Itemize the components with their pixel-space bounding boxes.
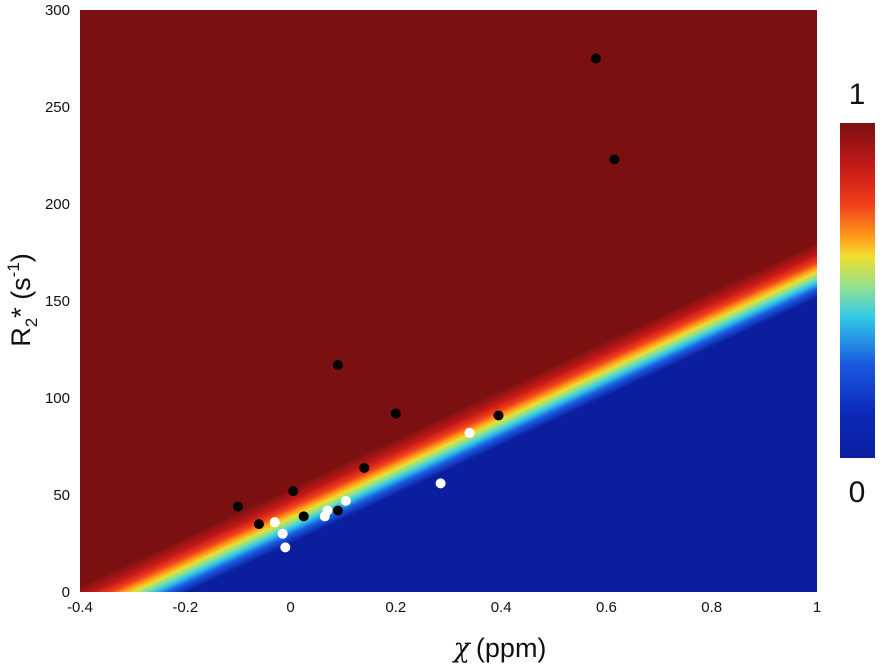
y-tick-label: 100 (45, 390, 70, 407)
y-axis: 0 50 100 150 200 250 300 (45, 2, 70, 601)
white-data-point (464, 427, 475, 438)
white-data-point (340, 495, 351, 506)
y-tick-label: 300 (45, 2, 70, 19)
black-data-point (232, 501, 243, 512)
y-axis-star: * (6, 307, 36, 318)
y-axis-unit-close: ) (6, 253, 36, 262)
colorbar-min-label: 0 (849, 476, 866, 509)
black-data-point (609, 154, 620, 165)
y-axis-subscript: 2 (22, 318, 41, 327)
x-tick-label: 0.8 (701, 599, 722, 616)
black-data-point (332, 360, 343, 371)
x-tick-label: 0 (286, 599, 294, 616)
y-tick-label: 0 (62, 584, 70, 601)
y-axis-label: R2* (s-1) (4, 253, 41, 347)
black-data-point (298, 511, 309, 522)
y-axis-main: R (6, 327, 36, 347)
plot-area (80, 10, 817, 592)
black-data-point (332, 505, 343, 516)
y-tick-label: 200 (45, 196, 70, 213)
colorbar-scale (840, 123, 875, 458)
x-axis: -0.4 -0.2 0 0.2 0.4 0.6 0.8 1 (67, 599, 821, 616)
black-data-point (493, 410, 504, 421)
black-data-point (359, 462, 370, 473)
white-data-point (277, 528, 288, 539)
x-tick-label: -0.4 (67, 599, 93, 616)
white-data-point (319, 511, 330, 522)
white-data-point (280, 542, 291, 553)
x-tick-label: 0.6 (596, 599, 617, 616)
x-axis-label: χ (ppm) (452, 633, 547, 664)
y-axis-superscript: -1 (4, 262, 23, 277)
x-tick-label: 1 (813, 599, 821, 616)
colorbar: 1 0 (840, 78, 875, 509)
black-data-point (390, 408, 401, 419)
x-axis-unit: (ppm) (476, 633, 547, 663)
x-tick-label: 0.2 (385, 599, 406, 616)
black-data-point (590, 53, 601, 64)
y-tick-label: 250 (45, 99, 70, 116)
y-tick-label: 50 (53, 487, 70, 504)
white-data-point (269, 517, 280, 528)
x-tick-label: 0.4 (491, 599, 512, 616)
white-data-point (435, 478, 446, 489)
x-axis-symbol: χ (452, 633, 472, 664)
scatter-points (232, 53, 620, 553)
black-data-point (288, 486, 299, 497)
colorbar-max-label: 1 (849, 78, 866, 111)
x-tick-label: -0.2 (172, 599, 198, 616)
y-tick-label: 150 (45, 293, 70, 310)
y-axis-unit-open: (s (6, 277, 36, 307)
black-data-point (253, 519, 264, 530)
probability-transition-band (80, 241, 817, 592)
